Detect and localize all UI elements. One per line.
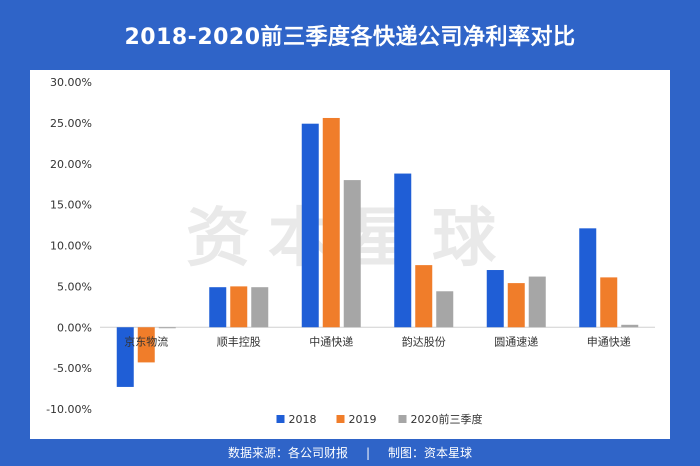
y-axis: 30.00% 25.00% 20.00% 15.00% 10.00% 5.00% 0.00%… bbox=[46, 76, 92, 416]
bar-2019-申通快递 bbox=[600, 277, 618, 328]
footer-separator: | bbox=[365, 445, 371, 460]
y-tick-label: 10.00% bbox=[50, 240, 92, 253]
legend-swatch bbox=[336, 415, 345, 423]
bar-2019-圆通速递 bbox=[507, 283, 525, 328]
category-label: 京东物流 bbox=[124, 334, 168, 348]
bar-2019-中通快递 bbox=[322, 117, 340, 328]
legend-label: 2018 bbox=[289, 413, 317, 426]
y-tick-label: 0.00% bbox=[57, 321, 92, 334]
bar-2018-京东物流 bbox=[116, 327, 134, 387]
bar-2020前三季度-顺丰控股 bbox=[251, 287, 269, 328]
bar-2018-申通快递 bbox=[579, 228, 597, 328]
legend-label: 2019 bbox=[349, 413, 377, 426]
y-tick-label: 20.00% bbox=[50, 158, 92, 171]
bar-2020前三季度-京东物流 bbox=[158, 327, 176, 329]
category-label: 中通快递 bbox=[309, 334, 353, 348]
bar-chart: 资本星球 30.00% 25.00% 20.00% 15.00% 10.00% 5.00%… bbox=[46, 76, 655, 426]
bar-2019-顺丰控股 bbox=[230, 286, 248, 328]
legend-swatch bbox=[398, 415, 407, 423]
chart-panel: 资本星球 30.00% 25.00% 20.00% 15.00% 10.00% 5.00%… bbox=[30, 70, 670, 439]
y-tick-label: 25.00% bbox=[50, 117, 92, 130]
category-label: 圆通速递 bbox=[494, 334, 538, 348]
category-label: 申通快递 bbox=[587, 334, 631, 348]
watermark: 资本星球 bbox=[186, 202, 514, 276]
bar-2018-韵达股份 bbox=[394, 173, 412, 328]
y-tick-label: 5.00% bbox=[57, 280, 92, 293]
chart-title: 2018-2020前三季度各快递公司净利率对比 bbox=[124, 25, 576, 50]
bar-2018-中通快递 bbox=[301, 123, 319, 328]
legend-swatch bbox=[276, 415, 285, 423]
bar-2018-顺丰控股 bbox=[209, 287, 227, 328]
bar-2019-韵达股份 bbox=[415, 265, 433, 328]
y-tick-label: -10.00% bbox=[46, 403, 92, 416]
bar-2020前三季度-申通快递 bbox=[621, 324, 639, 328]
bar-2020前三季度-圆通速递 bbox=[528, 276, 546, 328]
bar-2018-圆通速递 bbox=[486, 270, 504, 328]
y-tick-label: -5.00% bbox=[53, 362, 92, 375]
legend-label: 2020前三季度 bbox=[411, 412, 483, 426]
data-source: 数据来源：各公司财报 bbox=[227, 446, 348, 460]
category-labels: 京东物流 顺丰控股 中通快递 韵达股份 圆通速递 申通快递 bbox=[124, 334, 631, 348]
category-label: 韵达股份 bbox=[402, 334, 446, 348]
chart-maker: 制图：资本星球 bbox=[388, 446, 473, 460]
y-tick-label: 15.00% bbox=[50, 199, 92, 212]
bar-2020前三季度-韵达股份 bbox=[436, 291, 454, 328]
y-tick-label: 30.00% bbox=[50, 76, 92, 89]
bar-2020前三季度-中通快递 bbox=[343, 180, 361, 328]
legend: 2018 2019 2020前三季度 bbox=[276, 412, 483, 426]
category-label: 顺丰控股 bbox=[217, 334, 261, 348]
bar-2019-京东物流 bbox=[137, 327, 155, 363]
footer: 数据来源：各公司财报 | 制图：资本星球 bbox=[0, 439, 700, 466]
bars-group bbox=[116, 117, 639, 387]
